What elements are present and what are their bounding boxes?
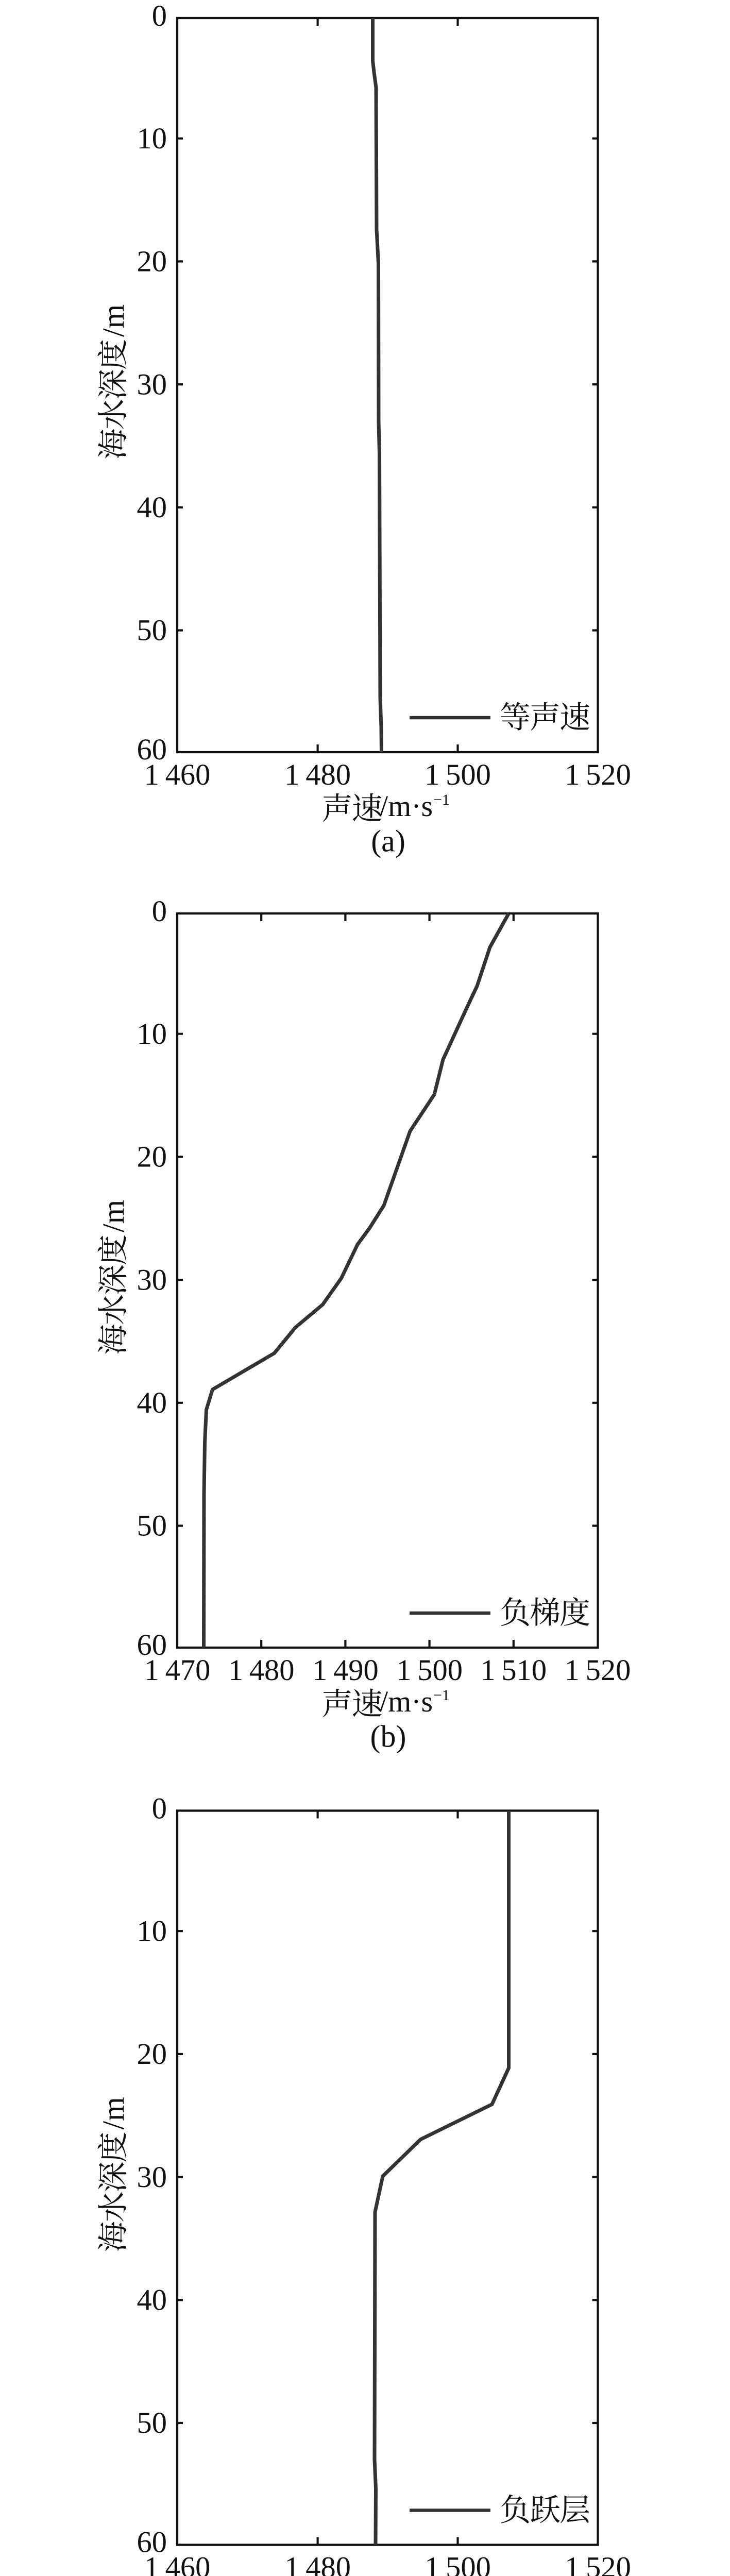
- svg-text:1 460: 1 460: [144, 758, 211, 791]
- svg-text:1 480: 1 480: [284, 2550, 351, 2576]
- svg-text:60: 60: [137, 1628, 167, 1662]
- svg-text:1 500: 1 500: [396, 1653, 463, 1687]
- svg-text:20: 20: [137, 1140, 167, 1174]
- svg-text:30: 30: [137, 2160, 167, 2194]
- svg-text:0: 0: [152, 1792, 167, 1825]
- svg-text:30: 30: [137, 1263, 167, 1296]
- svg-text:50: 50: [137, 1509, 167, 1543]
- svg-text:/m·s: /m·s: [380, 1685, 433, 1718]
- svg-text:10: 10: [137, 1017, 167, 1050]
- svg-text:20: 20: [137, 2037, 167, 2071]
- svg-text:1 500: 1 500: [425, 2550, 491, 2576]
- svg-text:60: 60: [137, 733, 167, 766]
- svg-text:10: 10: [137, 1914, 167, 1947]
- svg-text:50: 50: [137, 614, 167, 647]
- svg-text:1 470: 1 470: [144, 1653, 211, 1687]
- svg-text:1 480: 1 480: [228, 1653, 295, 1687]
- svg-text:40: 40: [137, 1386, 167, 1419]
- svg-text:40: 40: [137, 490, 167, 524]
- svg-text:/m·s: /m·s: [380, 789, 433, 823]
- svg-text:1 520: 1 520: [565, 2550, 631, 2576]
- svg-text:0: 0: [152, 894, 167, 928]
- svg-text:−1: −1: [433, 1687, 450, 1704]
- svg-text:10: 10: [137, 122, 167, 155]
- svg-text:1 490: 1 490: [312, 1653, 379, 1687]
- svg-text:/m: /m: [97, 304, 131, 337]
- svg-text:1 480: 1 480: [284, 758, 351, 791]
- svg-text:1 520: 1 520: [565, 758, 631, 791]
- svg-text:30: 30: [137, 367, 167, 401]
- svg-text:−1: −1: [433, 791, 450, 808]
- svg-text:(b): (b): [370, 1719, 406, 1753]
- svg-text:0: 0: [152, 0, 167, 32]
- svg-text:/m: /m: [97, 1200, 131, 1232]
- svg-text:(a): (a): [371, 824, 405, 858]
- svg-text:/m: /m: [97, 2097, 131, 2129]
- svg-text:60: 60: [137, 2526, 167, 2559]
- svg-text:1 460: 1 460: [144, 2550, 211, 2576]
- svg-text:1 500: 1 500: [425, 758, 491, 791]
- svg-text:1 520: 1 520: [565, 1653, 631, 1687]
- svg-text:20: 20: [137, 245, 167, 278]
- svg-text:50: 50: [137, 2406, 167, 2439]
- svg-text:1 510: 1 510: [480, 1653, 547, 1687]
- svg-text:40: 40: [137, 2283, 167, 2316]
